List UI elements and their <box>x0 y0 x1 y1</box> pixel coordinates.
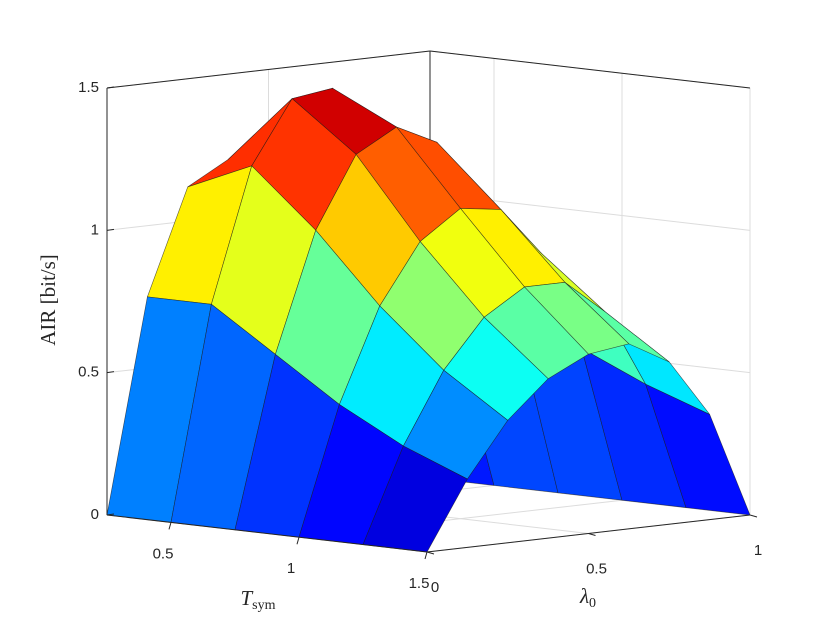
x-label-sub: sym <box>252 598 275 613</box>
x-label-base: T <box>240 586 253 610</box>
z-tick <box>106 371 115 374</box>
box-edge <box>106 50 431 89</box>
z-axis-label: AIR [bit/s] <box>36 254 60 346</box>
z-tick <box>106 513 115 516</box>
x-tick <box>168 522 172 530</box>
y-tick-label: 1 <box>754 542 762 559</box>
z-tick-label: 0 <box>91 506 99 523</box>
x-tick <box>296 537 300 545</box>
x-tick <box>424 551 428 560</box>
z-tick-label: 0.5 <box>78 364 99 381</box>
y-label-sub: 0 <box>589 596 596 611</box>
z-tick <box>106 86 115 89</box>
x-tick-label: 1.5 <box>409 575 430 592</box>
x-axis-label: Tsym <box>240 586 275 613</box>
y-tick <box>588 533 596 536</box>
y-tick-label: 0.5 <box>586 560 607 577</box>
x-axis-line <box>106 514 428 553</box>
y-tick <box>426 551 435 555</box>
z-tick-label: 1.5 <box>78 79 99 96</box>
y-tick <box>749 514 758 518</box>
y-tick-label: 0 <box>431 579 439 596</box>
z-tick <box>106 228 115 231</box>
x-tick-label: 0.5 <box>153 545 174 562</box>
z-tick-label: 1 <box>91 221 99 238</box>
y-axis-label: λ0 <box>579 584 596 611</box>
box-edge <box>429 50 751 89</box>
x-tick-label: 1 <box>287 560 295 577</box>
y-label-base: λ <box>579 584 589 608</box>
